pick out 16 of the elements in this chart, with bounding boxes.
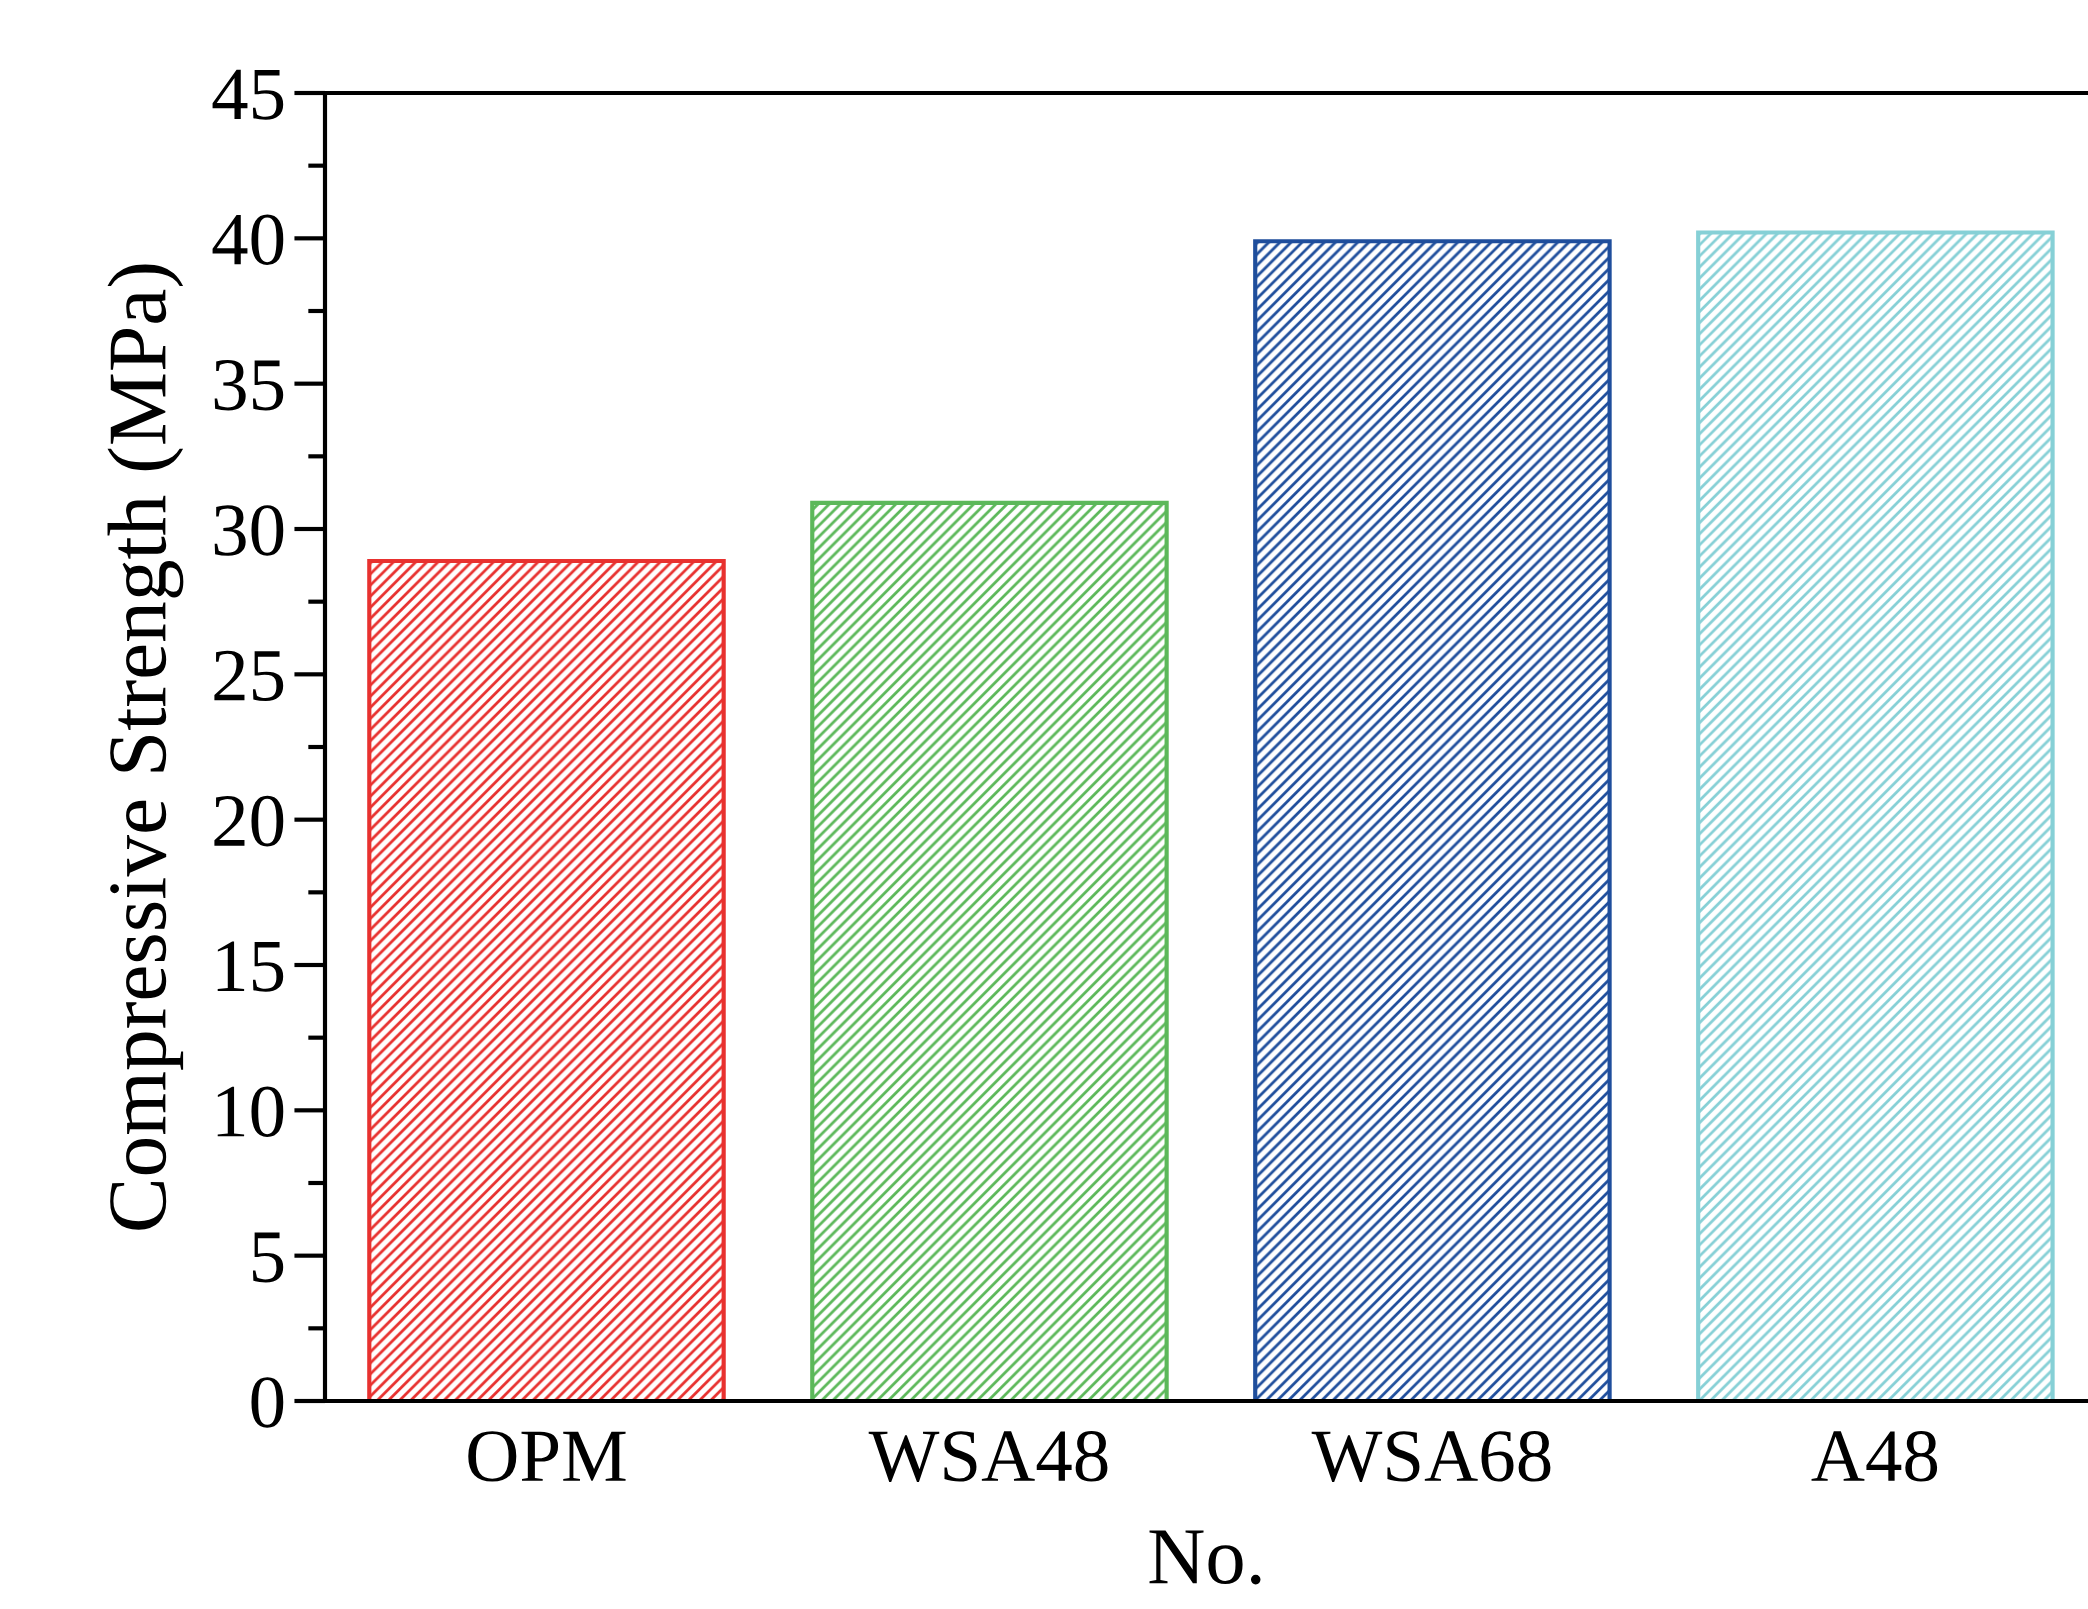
x-axis-title: No. (1149, 1530, 1261, 1585)
y-tick-label: 20 (214, 795, 284, 847)
y-tick-label: 45 (212, 69, 284, 120)
y-tick-label: 35 (214, 360, 284, 411)
y-tick-label: 10 (217, 1086, 284, 1138)
x-tick-label: OPM (468, 1431, 626, 1482)
x-tick-label: WSA48 (868, 1430, 1108, 1482)
y-tick-label: 5 (252, 1232, 284, 1283)
y-tick-label: 15 (217, 941, 284, 992)
y-tick-label: 0 (251, 1377, 284, 1428)
x-tick-label: WSA68 (1311, 1430, 1551, 1482)
y-tick-label: 40 (212, 214, 284, 266)
y-tick-label: 25 (214, 650, 284, 702)
y-axis-title: Compressive Strength (MPa) (107, 264, 184, 1230)
x-tick-label: A48 (1811, 1430, 1938, 1482)
y-tick-label: 30 (214, 505, 284, 556)
